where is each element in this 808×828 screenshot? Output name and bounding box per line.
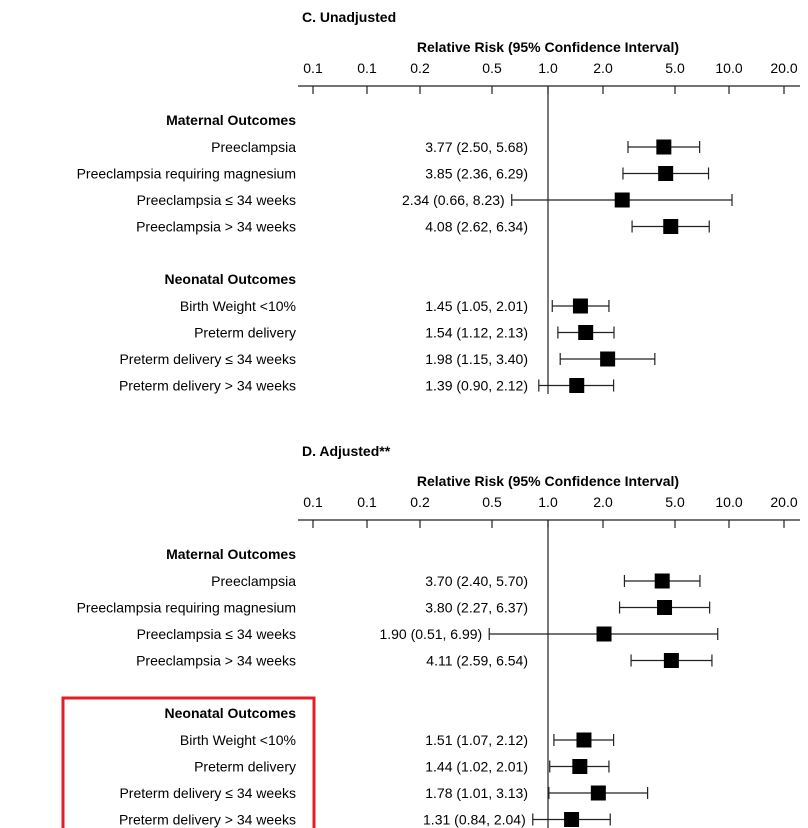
estimate-ci-label: 1.98 (1.15, 3.40): [425, 351, 528, 367]
group-header: Neonatal Outcomes: [165, 705, 297, 721]
estimate-ci-label: 4.08 (2.62, 6.34): [425, 219, 528, 235]
point-estimate-marker: [654, 573, 670, 589]
point-estimate-marker: [578, 325, 594, 340]
point-estimate-marker: [596, 626, 612, 642]
estimate-ci-label: 1.44 (1.02, 2.01): [425, 759, 528, 775]
estimate-ci-label: 1.51 (1.07, 2.12): [425, 732, 528, 748]
outcome-label: Preeclampsia > 34 weeks: [136, 219, 296, 235]
tick-label: 10.0: [715, 494, 742, 510]
tick-label: 2.0: [593, 494, 613, 510]
outcome-label: Preterm delivery ≤ 34 weeks: [119, 351, 296, 367]
tick-label: 5.0: [665, 60, 685, 76]
forest-row: Preterm delivery ≤ 34 weeks 1.78 (1.01, 3…: [119, 785, 649, 801]
forest-panel-adjusted: D. Adjusted** Relative Risk (95% Confiden…: [61, 443, 800, 828]
outcome-label: Preterm delivery: [194, 759, 296, 775]
estimate-ci-label: 1.54 (1.12, 2.13): [425, 325, 528, 341]
outcome-label: Preeclampsia ≤ 34 weeks: [137, 192, 296, 208]
estimate-ci-label: 3.77 (2.50, 5.68): [425, 139, 528, 155]
outcome-label: Birth Weight <10%: [180, 732, 296, 748]
point-estimate-marker: [576, 732, 592, 748]
point-estimate-marker: [663, 219, 679, 234]
axis-title: Relative Risk (95% Confidence Interval): [417, 39, 679, 55]
forest-row: Preeclampsia ≤ 34 weeks 1.90 (0.51, 6.99): [137, 626, 719, 642]
outcome-label: Preeclampsia: [211, 139, 296, 155]
outcome-label: Preterm delivery > 34 weeks: [119, 812, 296, 828]
forest-row: Preeclampsia requiring magnesium 3.85 (2.…: [77, 166, 710, 182]
point-estimate-marker: [600, 351, 616, 367]
estimate-ci-label: 3.70 (2.40, 5.70): [425, 573, 528, 589]
outcome-label: Preeclampsia ≤ 34 weeks: [137, 626, 296, 642]
forest-row: Preeclampsia > 34 weeks 4.11 (2.59, 6.54): [136, 653, 713, 669]
point-estimate-marker: [572, 759, 588, 774]
forest-row: Preeclampsia ≤ 34 weeks 2.34 (0.66, 8.23): [137, 192, 733, 208]
outcome-label: Preeclampsia requiring magnesium: [77, 600, 296, 616]
forest-row: Preeclampsia requiring magnesium 3.80 (2.…: [77, 600, 711, 616]
tick-label: 0.1: [357, 494, 377, 510]
outcome-label: Preterm delivery ≤ 34 weeks: [119, 785, 296, 801]
point-estimate-marker: [658, 166, 674, 181]
estimate-ci-label: 1.45 (1.05, 2.01): [425, 298, 528, 314]
point-estimate-marker: [663, 653, 679, 668]
estimate-ci-label: 2.34 (0.66, 8.23): [402, 192, 505, 208]
point-estimate-marker: [657, 600, 673, 615]
tick-label: 0.2: [410, 494, 430, 510]
tick-label: 20.0: [770, 494, 797, 510]
tick-label: 1.0: [538, 60, 558, 76]
point-estimate-marker: [572, 298, 588, 314]
point-estimate-marker: [569, 378, 585, 393]
forest-row: Preeclampsia > 34 weeks 4.08 (2.62, 6.34): [136, 219, 710, 235]
forest-row: Birth Weight <10% 1.45 (1.05, 2.01): [180, 298, 610, 314]
point-estimate-marker: [656, 139, 672, 155]
outcome-label: Preeclampsia: [211, 573, 296, 589]
forest-panel-unadjusted: C. Unadjusted Relative Risk (95% Confiden…: [77, 9, 800, 394]
panel-title: D. Adjusted**: [302, 443, 391, 459]
estimate-ci-label: 1.39 (0.90, 2.12): [425, 378, 528, 394]
tick-label: 0.1: [303, 60, 323, 76]
forest-row: Preterm delivery 1.54 (1.12, 2.13): [194, 325, 615, 341]
forest-row: Birth Weight <10% 1.51 (1.07, 2.12): [180, 732, 615, 748]
outcome-label: Preeclampsia requiring magnesium: [77, 166, 296, 182]
estimate-ci-label: 1.31 (0.84, 2.04): [423, 812, 526, 828]
group-header: Neonatal Outcomes: [165, 271, 297, 287]
group-header: Maternal Outcomes: [166, 112, 296, 128]
point-estimate-marker: [614, 192, 630, 208]
tick-label: 0.5: [482, 60, 502, 76]
axis-title: Relative Risk (95% Confidence Interval): [417, 473, 679, 489]
tick-label: 5.0: [665, 494, 685, 510]
point-estimate-marker: [590, 785, 606, 801]
tick-label: 0.5: [482, 494, 502, 510]
estimate-ci-label: 1.78 (1.01, 3.13): [425, 785, 528, 801]
panel-title: C. Unadjusted: [302, 9, 396, 25]
estimate-ci-label: 3.80 (2.27, 6.37): [425, 600, 528, 616]
tick-label: 0.1: [357, 60, 377, 76]
tick-label: 0.2: [410, 60, 430, 76]
forest-row: Preterm delivery 1.44 (1.02, 2.01): [194, 759, 610, 775]
group-header: Maternal Outcomes: [166, 546, 296, 562]
forest-row: Preterm delivery > 34 weeks 1.31 (0.84, 2…: [119, 812, 611, 828]
tick-label: 10.0: [715, 60, 742, 76]
estimate-ci-label: 3.85 (2.36, 6.29): [425, 166, 528, 182]
estimate-ci-label: 4.11 (2.59, 6.54): [426, 653, 528, 669]
point-estimate-marker: [564, 812, 580, 827]
outcome-label: Preterm delivery: [194, 325, 296, 341]
forest-row: Preeclampsia 3.77 (2.50, 5.68): [211, 139, 701, 155]
tick-label: 2.0: [593, 60, 613, 76]
forest-row: Preterm delivery ≤ 34 weeks 1.98 (1.15, 3…: [119, 351, 656, 367]
outcome-label: Preterm delivery > 34 weeks: [119, 378, 296, 394]
tick-label: 0.1: [303, 494, 323, 510]
forest-row: Preterm delivery > 34 weeks 1.39 (0.90, 2…: [119, 378, 615, 394]
outcome-label: Birth Weight <10%: [180, 298, 296, 314]
highlight-box: [61, 696, 316, 828]
forest-row: Preeclampsia 3.70 (2.40, 5.70): [211, 573, 701, 589]
tick-label: 1.0: [538, 494, 558, 510]
tick-label: 20.0: [770, 60, 797, 76]
estimate-ci-label: 1.90 (0.51, 6.99): [379, 626, 482, 642]
outcome-label: Preeclampsia > 34 weeks: [136, 653, 296, 669]
